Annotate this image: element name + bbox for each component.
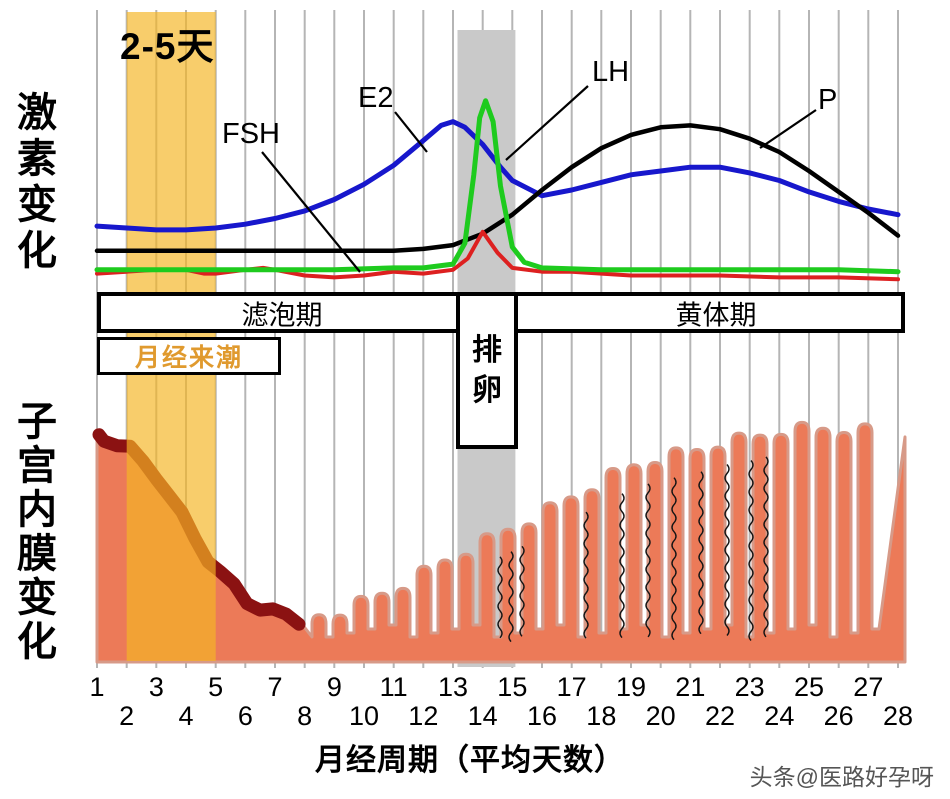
gland-squiggle	[497, 556, 503, 639]
gland-squiggle	[763, 456, 769, 638]
day-tick-15: 15	[497, 672, 528, 702]
day-tick-14: 14	[467, 701, 498, 731]
day-tick-26: 26	[823, 701, 854, 731]
day-tick-4: 4	[178, 701, 194, 731]
fsh-pointer-line	[261, 151, 361, 273]
watermark: 头条@医路好孕呀	[749, 764, 934, 790]
p-curve-label: P	[818, 84, 838, 116]
day-tick-23: 23	[734, 672, 765, 702]
day-tick-16: 16	[526, 701, 558, 731]
menses-band	[126, 12, 216, 661]
day-tick-27: 27	[853, 672, 884, 702]
follicular-phase-label: 滤泡期	[241, 300, 323, 330]
luteal-phase-label: 黄体期	[675, 300, 757, 330]
day-tick-22: 22	[704, 701, 736, 731]
menses-box: 月经来潮	[97, 337, 281, 375]
p-pointer-line	[759, 109, 817, 149]
day-tick-11: 11	[379, 672, 408, 702]
day-tick-25: 25	[793, 672, 825, 702]
day-tick-3: 3	[148, 672, 164, 702]
gland-squiggle	[748, 460, 754, 641]
day-tick-12: 12	[408, 701, 439, 731]
day-tick-24: 24	[764, 701, 795, 731]
day-tick-18: 18	[586, 701, 617, 731]
x-axis-title: 月经周期（平均天数）	[315, 744, 625, 777]
day-tick-5: 5	[208, 672, 224, 702]
menses-label: 月经来潮	[134, 344, 243, 372]
gland-squiggle	[519, 545, 525, 637]
day-tick-28: 28	[882, 701, 914, 731]
day-tick-17: 17	[556, 672, 587, 702]
gland-squiggle	[583, 511, 589, 639]
curve-p	[94, 123, 901, 254]
day-tick-9: 9	[326, 672, 342, 702]
lh-curve-label: LH	[592, 56, 630, 88]
gland-squiggle	[619, 493, 625, 639]
day-tick-21: 21	[675, 672, 706, 702]
gland-squiggle	[698, 471, 704, 635]
e2-curve-label: E2	[358, 82, 394, 114]
curve-fsh	[95, 229, 900, 282]
e2-pointer-line	[394, 111, 428, 153]
fsh-curve-label: FSH	[222, 118, 280, 150]
day-tick-10: 10	[348, 701, 380, 731]
gland-squiggle	[671, 477, 677, 641]
day-tick-8: 8	[297, 701, 313, 731]
ovulation-box: 排卵	[456, 292, 518, 449]
day-tick-7: 7	[267, 672, 283, 702]
day-axis-even-row: 2 4 6 8 10 12 14 16 18 20 22 24 26 28	[0, 701, 950, 731]
gland-squiggle	[508, 551, 514, 643]
day-tick-6: 6	[237, 701, 253, 731]
gland-squiggle	[724, 464, 730, 636]
lh-pointer-line	[505, 85, 589, 161]
day-tick-1: 1	[89, 672, 105, 702]
endometrium-axis-label: 子宫内膜变化	[17, 400, 57, 664]
ovulation-label: 排卵	[472, 333, 502, 407]
curve-e2	[94, 119, 901, 233]
day-tick-20: 20	[645, 701, 676, 731]
day-tick-2: 2	[119, 701, 135, 731]
menses-duration-label: 2-5天	[120, 26, 215, 67]
day-axis-odd-row: 1 3 5 7 9 11 13 15 17 19 21 23 25 27	[0, 672, 950, 702]
curve-lh	[94, 98, 901, 275]
day-tick-19: 19	[615, 672, 647, 702]
hormone-axis-label: 激素变化	[17, 91, 57, 273]
gland-squiggle	[645, 483, 651, 638]
day-tick-13: 13	[437, 672, 469, 702]
